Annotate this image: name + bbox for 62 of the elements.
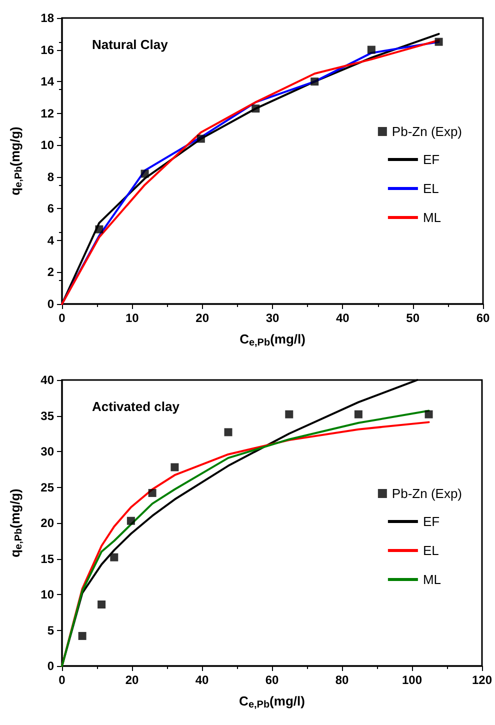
y-tick-label: 2 (47, 265, 54, 280)
y-tick-label: 20 (40, 516, 54, 530)
point (140, 170, 149, 178)
annotation: Activated clay (92, 399, 180, 414)
point (148, 488, 156, 497)
y-tick-label: 5 (47, 623, 54, 638)
y-tick-label: 15 (40, 552, 54, 566)
y-tick-label: 4 (47, 233, 54, 248)
x-tick-label: 40 (195, 673, 209, 687)
y-axis-title: qe,Pb(mg/g) (8, 488, 24, 558)
legend-label: EF (422, 514, 440, 529)
point (170, 463, 179, 472)
x-tick-label: 10 (125, 311, 140, 325)
point (98, 600, 106, 609)
legend-label: EF (422, 152, 440, 167)
y-tick-label: 18 (40, 11, 54, 25)
y-tick-label: 30 (40, 444, 54, 458)
legend-label: ML (422, 572, 442, 587)
point (252, 104, 260, 113)
y-axis-title: qe,Pb(mg/g) (8, 126, 24, 196)
x-tick-label: 100 (402, 673, 422, 687)
point (78, 632, 86, 640)
y-tick-label: 25 (40, 480, 54, 494)
y-tick-label: 16 (40, 42, 54, 57)
x-tick-label: 30 (266, 311, 280, 325)
point (434, 38, 443, 46)
legend-label: Pb-Zn (Exp) (392, 486, 462, 501)
y-tick-label: 10 (40, 588, 54, 602)
x-tick-label: 60 (265, 673, 279, 687)
x-tick-label: 60 (476, 311, 490, 325)
y-tick-label: 8 (47, 170, 54, 184)
y-tick-label: 10 (40, 138, 54, 152)
point (110, 553, 118, 562)
y-tick-label: 40 (40, 373, 54, 387)
y-tick-label: 0 (47, 297, 54, 311)
y-tick-label: 35 (40, 408, 54, 423)
y-tick-label: 12 (40, 106, 54, 120)
annotation: Natural Clay (92, 37, 169, 52)
point (224, 428, 232, 436)
legend-label: EL (422, 181, 439, 196)
point (95, 225, 104, 234)
x-tick-label: 120 (472, 673, 492, 687)
x-tick-label: 50 (406, 311, 420, 325)
x-tick-label: 20 (125, 673, 139, 687)
point (126, 516, 135, 525)
point (196, 134, 205, 143)
point (367, 46, 376, 54)
x-tick-label: 20 (196, 311, 210, 325)
x-tick-label: 80 (335, 673, 349, 687)
point (310, 78, 319, 86)
x-tick-label: 0 (58, 311, 66, 325)
legend-label: ML (422, 210, 442, 225)
point (424, 410, 433, 418)
y-tick-label: 0 (47, 659, 54, 673)
point (285, 410, 294, 418)
y-tick-label: 6 (47, 202, 54, 216)
x-tick-label: 40 (336, 311, 350, 325)
x-tick-label: 0 (58, 673, 66, 687)
point (354, 410, 362, 418)
y-tick-label: 14 (40, 74, 54, 89)
legend-label: EL (422, 543, 439, 558)
legend-label: Pb-Zn (Exp) (392, 124, 462, 139)
